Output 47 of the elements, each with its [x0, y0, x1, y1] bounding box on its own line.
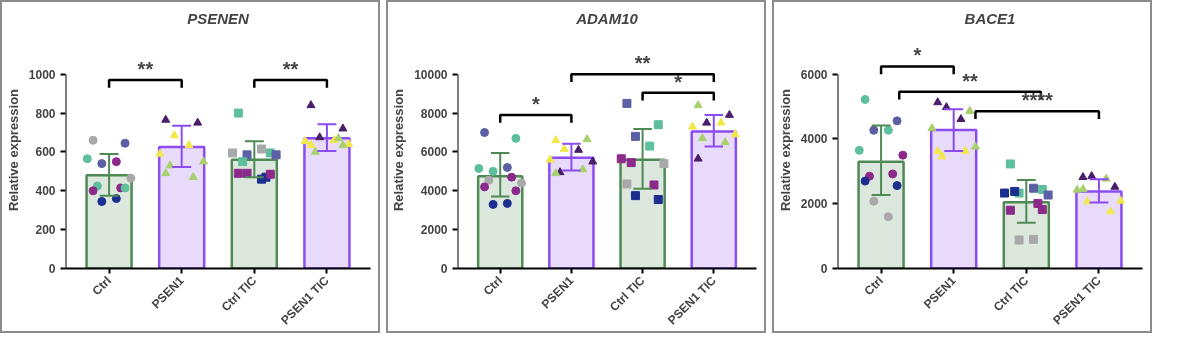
y-tick-label: 4000 [800, 132, 828, 147]
y-tick-label: 0 [48, 262, 56, 276]
y-axis-title: Relative expression [391, 88, 407, 212]
bar [690, 130, 738, 269]
y-axis-title: Relative expression [5, 88, 21, 212]
y-axis-title: Relative expression [777, 88, 793, 212]
chart-title: ADAM10 [575, 9, 639, 27]
text: * [913, 44, 922, 67]
y-tick-label: 800 [35, 106, 56, 121]
x-tick-label: Ctrl [480, 273, 506, 299]
y-tick-label: 600 [35, 145, 56, 160]
chart-title: BACE1 [964, 9, 1016, 27]
y-tick-label: 0 [820, 262, 828, 276]
annotation: * [674, 70, 683, 93]
annotation: ** [282, 58, 299, 81]
y-tick-label: 6000 [420, 145, 448, 160]
bar [857, 160, 905, 269]
y-tick-label: 0 [440, 262, 448, 276]
y-tick-label: 2000 [800, 197, 828, 212]
y-tick-label: 8000 [420, 106, 448, 121]
bar [929, 128, 978, 269]
x-tick-label: Ctrl [861, 273, 887, 299]
text: ** [634, 52, 651, 75]
bar [230, 158, 279, 269]
x-tick-label: Ctrl TIC [218, 273, 260, 315]
x-tick-label: Ctrl [89, 273, 115, 299]
y-tick-label: 200 [35, 223, 56, 238]
chart-title: PSENEN [187, 9, 251, 27]
y-tick-label: 6000 [800, 67, 828, 82]
y-tick-label: 10000 [414, 67, 448, 82]
x-tick-label: Ctrl TIC [990, 273, 1032, 315]
y-tick-label: 4000 [420, 184, 448, 199]
y-tick-label: 400 [35, 184, 56, 199]
annotation: * [531, 93, 540, 116]
y-tick-label: 1000 [28, 67, 56, 82]
bar [157, 145, 206, 269]
y-tick-label: 2000 [420, 223, 448, 238]
bar [303, 137, 351, 269]
annotation: ** [137, 58, 154, 81]
bar [619, 158, 666, 269]
bar [1075, 190, 1123, 269]
bar [548, 156, 595, 269]
x-tick-label: Ctrl TIC [607, 273, 648, 315]
bar [85, 174, 133, 269]
annotation: ** [962, 69, 979, 92]
bar [476, 174, 524, 269]
annotation: **** [1021, 89, 1053, 112]
